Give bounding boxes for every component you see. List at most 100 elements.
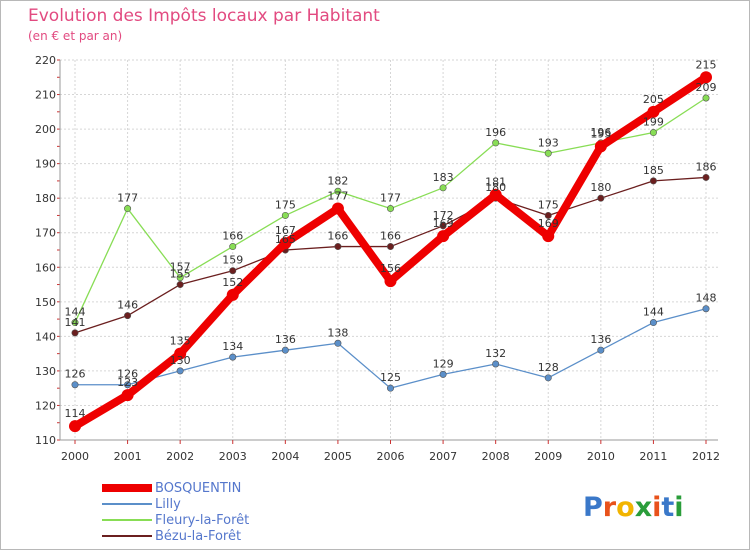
data-label-b-zu-la-for-t: 165 — [275, 233, 296, 246]
data-point-lilly — [281, 346, 289, 354]
data-point-lilly — [597, 346, 605, 354]
data-point-lilly — [334, 339, 342, 347]
data-label-b-zu-la-for-t: 146 — [117, 299, 138, 312]
y-tick-label: 150 — [35, 296, 56, 309]
data-label-bosquentin: 169 — [433, 217, 454, 230]
data-point-fleury-la-for-t — [229, 243, 237, 251]
data-label-lilly: 136 — [275, 333, 296, 346]
data-label-lilly: 138 — [327, 326, 348, 339]
y-tick-label: 190 — [35, 158, 56, 171]
data-point-fleury-la-for-t — [124, 205, 132, 213]
data-label-bosquentin: 169 — [538, 217, 559, 230]
data-label-bosquentin: 195 — [590, 127, 611, 140]
legend-label-lilly: Lilly — [155, 497, 181, 512]
data-point-fleury-la-for-t — [544, 149, 552, 157]
data-point-lilly — [124, 381, 132, 389]
data-point-b-zu-la-for-t — [334, 243, 342, 251]
data-label-b-zu-la-for-t: 180 — [485, 181, 506, 194]
data-point-fleury-la-for-t — [649, 129, 657, 137]
data-label-bosquentin: 177 — [327, 190, 348, 203]
y-tick-label: 130 — [35, 365, 56, 378]
data-point-fleury-la-for-t — [439, 184, 447, 192]
x-tick-label: 2007 — [429, 450, 457, 463]
x-tick-label: 2011 — [639, 450, 667, 463]
legend-label-fleury-la-for-t: Fleury-la-Forêt — [155, 513, 249, 528]
chart-title: Evolution des Impôts locaux par Habitant — [28, 6, 380, 26]
data-label-bosquentin: 205 — [643, 93, 664, 106]
logo-letter: i — [674, 492, 683, 523]
data-label-lilly: 126 — [65, 368, 86, 381]
data-point-fleury-la-for-t — [281, 211, 289, 219]
data-point-bosquentin — [437, 230, 450, 243]
legend: BOSQUENTINLillyFleury-la-ForêtBézu-la-Fo… — [102, 481, 249, 544]
data-label-fleury-la-for-t: 209 — [696, 81, 717, 94]
proxiti-logo-text: Proxiti — [583, 492, 684, 523]
data-label-bosquentin: 215 — [696, 58, 717, 71]
data-point-fleury-la-for-t — [702, 94, 710, 102]
data-point-bosquentin — [647, 105, 660, 118]
data-point-fleury-la-for-t — [176, 274, 184, 282]
data-point-lilly — [702, 305, 710, 313]
chart-subtitle: (en € et par an) — [28, 29, 122, 43]
series-lines — [69, 71, 712, 433]
logo-letter: r — [603, 492, 617, 523]
data-label-bosquentin: 152 — [222, 276, 243, 289]
data-label-b-zu-la-for-t: 166 — [380, 230, 401, 243]
y-tick-label: 220 — [35, 54, 56, 67]
y-tick-label: 120 — [35, 399, 56, 412]
data-point-b-zu-la-for-t — [597, 194, 605, 202]
data-label-fleury-la-for-t: 177 — [380, 192, 401, 205]
data-label-fleury-la-for-t: 196 — [590, 126, 611, 139]
data-point-lilly — [649, 319, 657, 327]
data-point-bosquentin — [331, 202, 344, 215]
data-label-b-zu-la-for-t: 172 — [433, 209, 454, 222]
logo-letter: o — [616, 492, 635, 523]
x-tick-label: 2010 — [587, 450, 615, 463]
data-label-bosquentin: 114 — [65, 407, 86, 420]
data-point-b-zu-la-for-t — [386, 243, 394, 251]
data-point-fleury-la-for-t — [334, 187, 342, 195]
data-point-lilly — [386, 384, 394, 392]
x-tick-label: 2008 — [482, 450, 510, 463]
x-tick-label: 2004 — [271, 450, 299, 463]
data-point-b-zu-la-for-t — [124, 312, 132, 320]
x-tick-label: 2000 — [61, 450, 89, 463]
x-tick-label: 2001 — [114, 450, 142, 463]
data-label-lilly: 134 — [222, 340, 243, 353]
logo-letter: t — [661, 492, 674, 523]
data-label-lilly: 144 — [643, 306, 664, 319]
data-label-bosquentin: 156 — [380, 262, 401, 275]
data-label-bosquentin: 135 — [170, 335, 191, 348]
data-point-bosquentin — [174, 347, 187, 360]
data-point-b-zu-la-for-t — [229, 267, 237, 275]
data-point-bosquentin — [121, 389, 134, 402]
data-label-b-zu-la-for-t: 155 — [170, 268, 191, 281]
data-point-bosquentin — [279, 237, 292, 250]
data-point-lilly — [492, 360, 500, 368]
data-label-lilly: 132 — [485, 347, 506, 360]
data-point-bosquentin — [384, 275, 397, 288]
data-label-b-zu-la-for-t: 186 — [696, 160, 717, 173]
y-tick-label: 170 — [35, 227, 56, 240]
data-label-fleury-la-for-t: 182 — [327, 174, 348, 187]
data-label-lilly: 129 — [433, 357, 454, 370]
data-label-b-zu-la-for-t: 166 — [327, 230, 348, 243]
x-tick-label: 2003 — [219, 450, 247, 463]
data-label-b-zu-la-for-t: 141 — [65, 316, 86, 329]
data-label-lilly: 130 — [170, 354, 191, 367]
proxiti-logo: Proxiti — [583, 492, 684, 523]
data-point-lilly — [176, 367, 184, 375]
data-label-lilly: 128 — [538, 361, 559, 374]
x-tick-label: 2006 — [377, 450, 405, 463]
legend-label-b-zu-la-for-t: Bézu-la-Forêt — [155, 529, 241, 544]
data-point-b-zu-la-for-t — [544, 211, 552, 219]
y-tick-label: 110 — [35, 434, 56, 447]
data-label-fleury-la-for-t: 157 — [170, 261, 191, 274]
data-label-fleury-la-for-t: 177 — [117, 192, 138, 205]
data-label-lilly: 125 — [380, 371, 401, 384]
data-label-b-zu-la-for-t: 175 — [538, 198, 559, 211]
data-label-bosquentin: 181 — [485, 176, 506, 189]
data-label-lilly: 148 — [696, 292, 717, 305]
